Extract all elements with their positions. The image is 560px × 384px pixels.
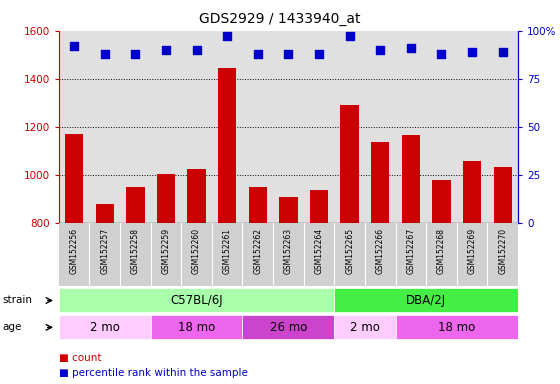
Text: 18 mo: 18 mo — [438, 321, 475, 334]
Text: GSM152259: GSM152259 — [161, 228, 170, 274]
Point — [223, 33, 232, 40]
Bar — [59, 288, 334, 313]
Text: ■ count: ■ count — [59, 353, 101, 363]
Bar — [463, 161, 481, 223]
Bar — [188, 169, 206, 223]
Point — [376, 47, 385, 53]
Text: ■ percentile rank within the sample: ■ percentile rank within the sample — [59, 368, 248, 378]
Bar — [334, 288, 518, 313]
Bar — [279, 197, 297, 223]
Text: strain: strain — [3, 295, 33, 306]
Text: GSM152265: GSM152265 — [345, 228, 354, 274]
Text: age: age — [3, 322, 22, 333]
Text: GSM152270: GSM152270 — [498, 228, 507, 274]
Text: 2 mo: 2 mo — [90, 321, 120, 334]
Point — [407, 45, 416, 51]
Bar — [493, 167, 512, 223]
Point — [284, 51, 293, 57]
Bar — [249, 187, 267, 223]
Text: GSM152260: GSM152260 — [192, 228, 201, 274]
Bar — [96, 204, 114, 223]
Text: C57BL/6J: C57BL/6J — [170, 294, 223, 307]
Text: DBA/2J: DBA/2J — [406, 294, 446, 307]
Text: GSM152261: GSM152261 — [223, 228, 232, 274]
Text: GSM152264: GSM152264 — [315, 228, 324, 274]
Bar — [218, 68, 236, 223]
Text: GSM152268: GSM152268 — [437, 228, 446, 274]
Point — [192, 47, 201, 53]
Bar — [402, 135, 420, 223]
Point — [437, 51, 446, 57]
Point — [161, 47, 170, 53]
Bar — [59, 315, 151, 339]
Bar — [157, 174, 175, 223]
Text: GSM152263: GSM152263 — [284, 228, 293, 274]
Point — [468, 49, 477, 55]
Bar — [334, 315, 395, 339]
Point — [498, 49, 507, 55]
Bar — [432, 180, 451, 223]
Text: GSM152257: GSM152257 — [100, 228, 109, 274]
Bar — [151, 315, 242, 339]
Text: 2 mo: 2 mo — [350, 321, 380, 334]
Text: GSM152262: GSM152262 — [253, 228, 262, 274]
Text: GSM152258: GSM152258 — [131, 228, 140, 274]
Bar — [65, 134, 83, 223]
Text: GSM152266: GSM152266 — [376, 228, 385, 274]
Point — [253, 51, 262, 57]
Point — [69, 43, 78, 49]
Text: 18 mo: 18 mo — [178, 321, 215, 334]
Text: GDS2929 / 1433940_at: GDS2929 / 1433940_at — [199, 12, 361, 25]
Bar — [242, 315, 334, 339]
Text: GSM152256: GSM152256 — [69, 228, 78, 274]
Bar — [126, 187, 144, 223]
Bar — [340, 105, 359, 223]
Point — [345, 33, 354, 40]
Point — [315, 51, 324, 57]
Bar — [371, 142, 389, 223]
Bar — [310, 190, 328, 223]
Text: GSM152269: GSM152269 — [468, 228, 477, 274]
Bar — [395, 315, 518, 339]
Point — [100, 51, 109, 57]
Point — [131, 51, 140, 57]
Text: 26 mo: 26 mo — [270, 321, 307, 334]
Text: GSM152267: GSM152267 — [407, 228, 416, 274]
